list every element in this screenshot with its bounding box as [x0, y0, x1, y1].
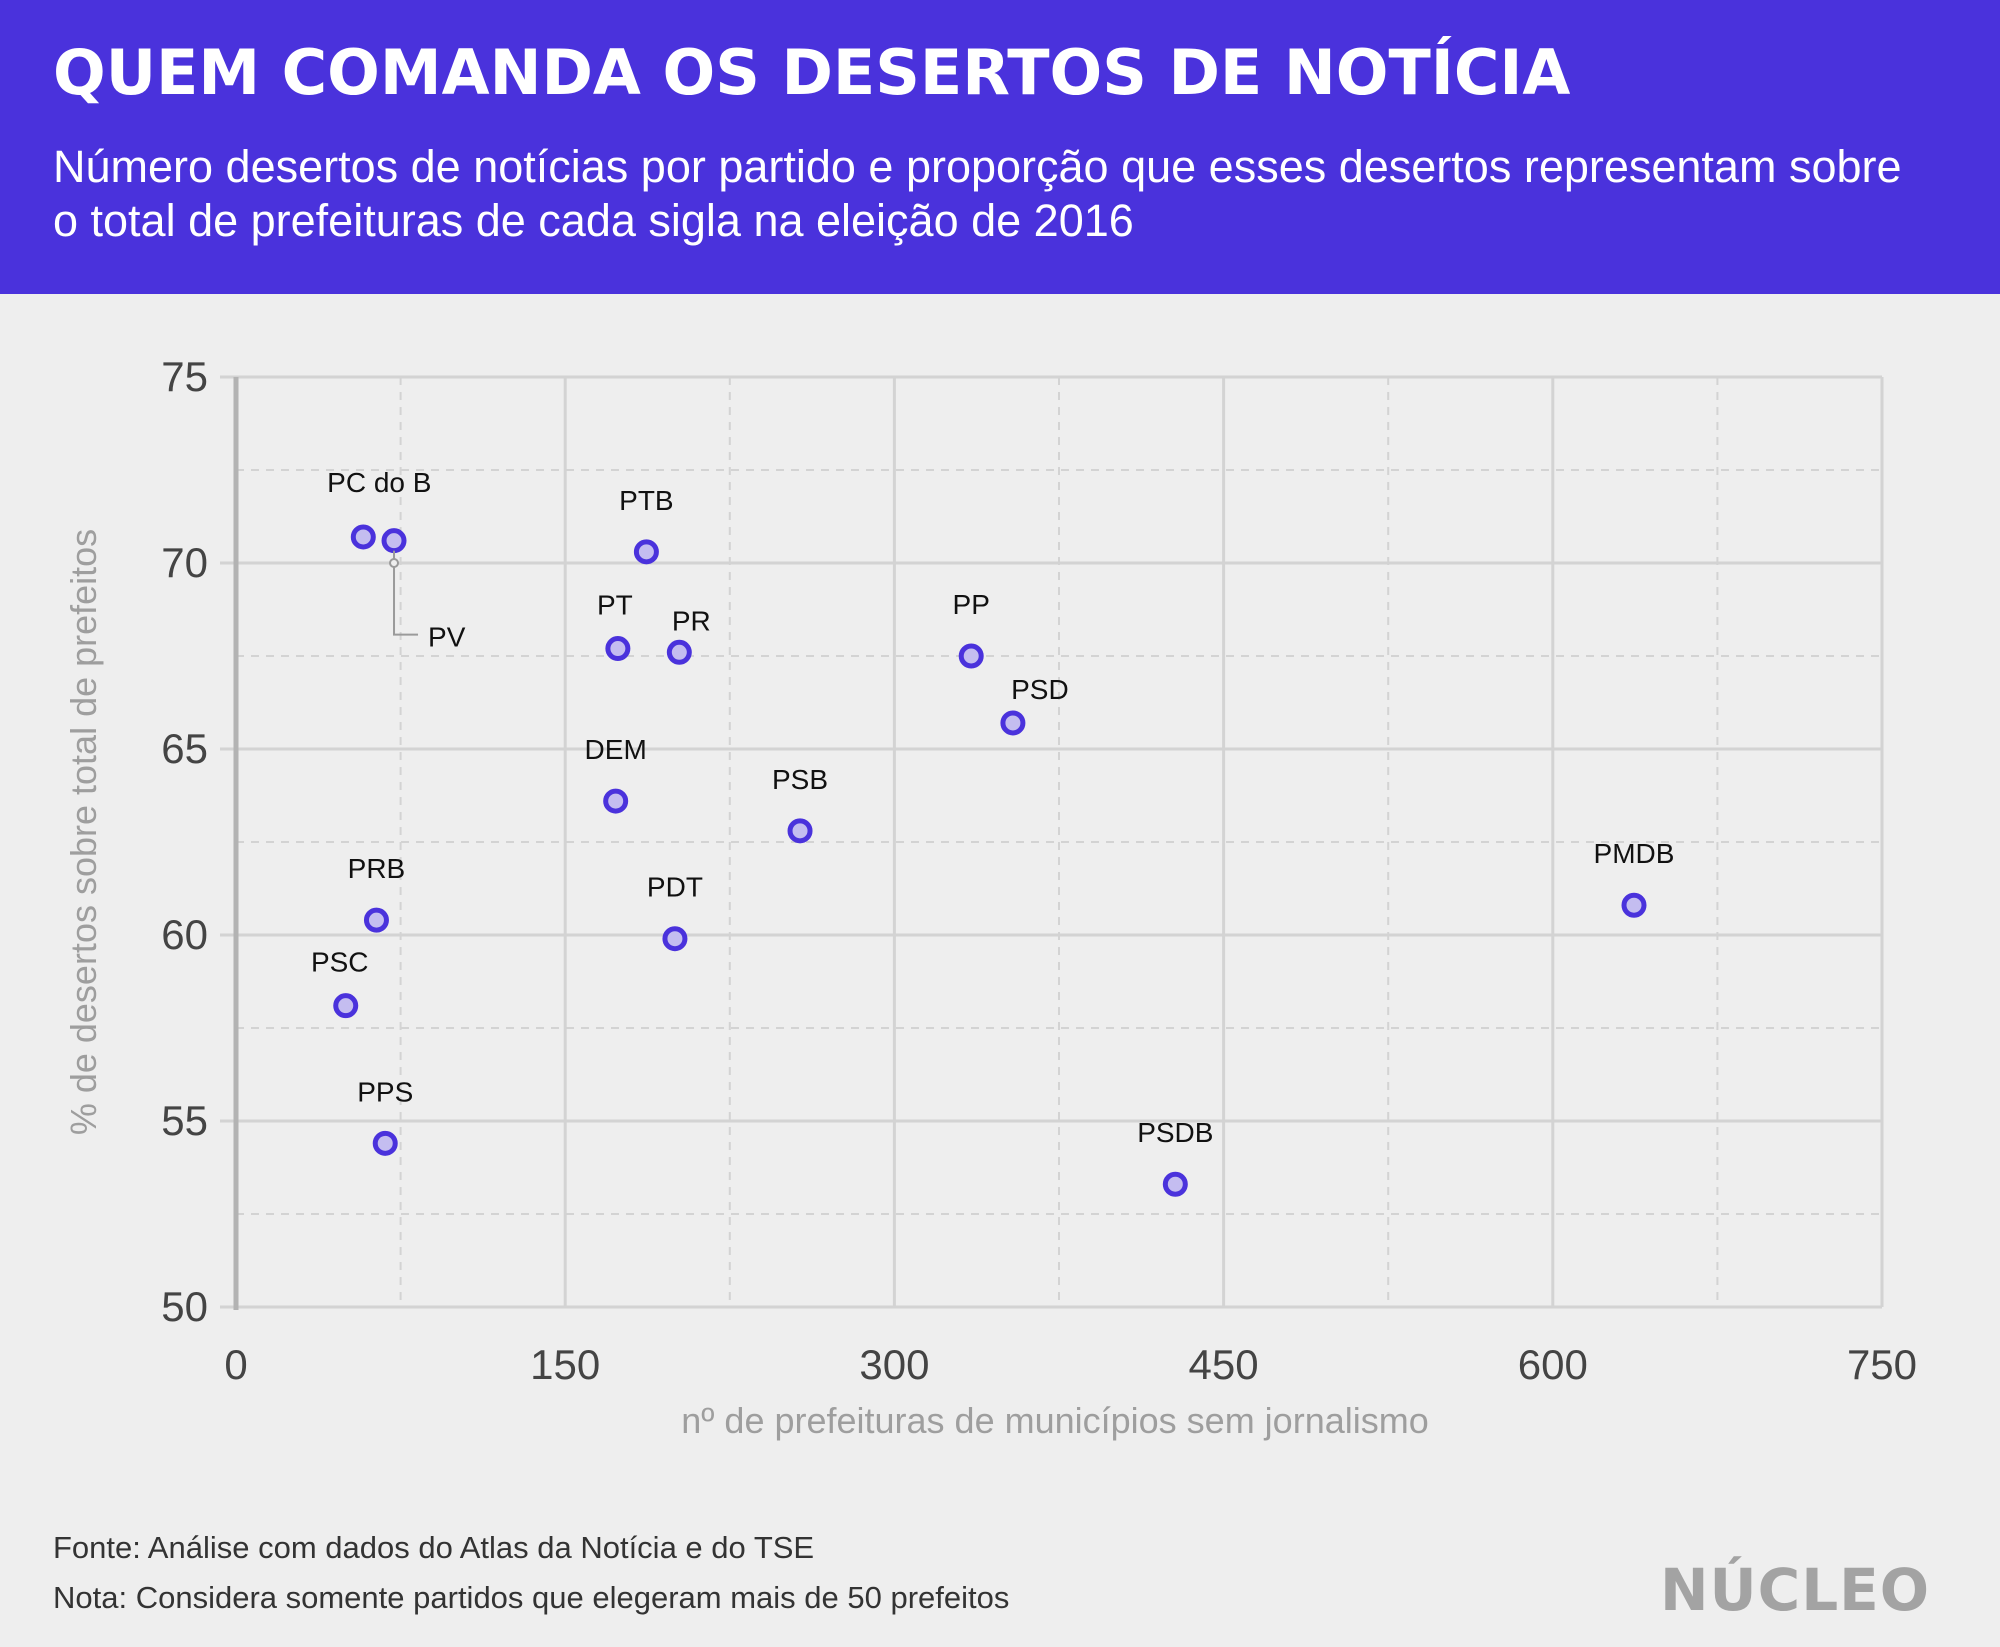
- point-label-psdb: PSDB: [1137, 1117, 1213, 1148]
- y-tick-label: 55: [161, 1097, 208, 1144]
- data-point-dem: [603, 788, 629, 814]
- point-label-pt: PT: [597, 590, 633, 621]
- data-point-psb: [787, 818, 813, 844]
- x-tick-label: 450: [1189, 1341, 1259, 1388]
- chart-subtitle: Número desertos de notícias por partido …: [53, 141, 1902, 246]
- header: QUEM COMANDA OS DESERTOS DE NOTÍCIA Núme…: [0, 0, 2000, 294]
- x-tick-label: 600: [1518, 1341, 1588, 1388]
- y-tick-label: 60: [161, 911, 208, 958]
- data-point-pps: [372, 1130, 398, 1156]
- x-tick-label: 0: [224, 1341, 247, 1388]
- x-tick-label: 300: [859, 1341, 929, 1388]
- data-point-pv: [381, 528, 407, 554]
- point-label-dem: DEM: [585, 734, 647, 765]
- point-label-prb: PRB: [348, 853, 406, 884]
- pv-leader-elbow: [393, 567, 419, 636]
- point-label-pv: PV: [428, 622, 466, 653]
- nucleo-logo: NÚCLEO: [1660, 1556, 1931, 1624]
- data-point-psdb: [1162, 1171, 1188, 1197]
- y-tick-label: 70: [161, 539, 208, 586]
- data-point-psd: [1000, 710, 1026, 736]
- data-point-pt: [605, 636, 631, 662]
- point-labels: PC do B PV PTB PT PR PP PSD DEM PSB PMDB PRB PDT PSC…: [311, 467, 1675, 1148]
- data-point-pmdb: [1621, 892, 1647, 918]
- x-tick-label: 150: [530, 1341, 600, 1388]
- point-label-pdt: PDT: [647, 872, 703, 903]
- data-point-pr: [666, 639, 692, 665]
- x-tick-label: 750: [1847, 1341, 1917, 1388]
- data-point-ptb: [633, 539, 659, 565]
- y-tick-label: 50: [161, 1283, 208, 1330]
- point-label-psb: PSB: [772, 764, 828, 795]
- data-point-pp: [958, 643, 984, 669]
- point-label-psc: PSC: [311, 947, 369, 978]
- x-axis-title: nº de prefeituras de municípios sem jorn…: [681, 1400, 1429, 1441]
- point-label-pp: PP: [953, 589, 990, 620]
- pv-leader-dot: [389, 558, 400, 568]
- data-point-pc-do-b: [350, 524, 376, 550]
- point-label-ptb: PTB: [619, 485, 673, 516]
- y-tick-label: 65: [161, 725, 208, 772]
- source-note: Fonte: Análise com dados do Atlas da Not…: [53, 1530, 815, 1565]
- data-points: [333, 524, 1647, 1197]
- data-point-prb: [363, 907, 389, 933]
- point-label-psd: PSD: [1011, 674, 1069, 705]
- y-axis-title: % de desertos sobre total de prefeitos: [63, 529, 104, 1135]
- point-label-pps: PPS: [357, 1076, 413, 1107]
- point-label-pr: PR: [672, 605, 711, 636]
- point-label-pc-do-b: PC do B: [327, 467, 431, 498]
- point-label-pmdb: PMDB: [1594, 838, 1675, 869]
- y-tick-label: 75: [161, 353, 208, 400]
- data-point-psc: [333, 993, 359, 1019]
- methodology-note: Nota: Considera somente partidos que ele…: [53, 1580, 1010, 1615]
- chart-title: QUEM COMANDA OS DESERTOS DE NOTÍCIA: [53, 36, 1571, 109]
- data-point-pdt: [662, 926, 688, 952]
- grid: [220, 375, 1884, 1309]
